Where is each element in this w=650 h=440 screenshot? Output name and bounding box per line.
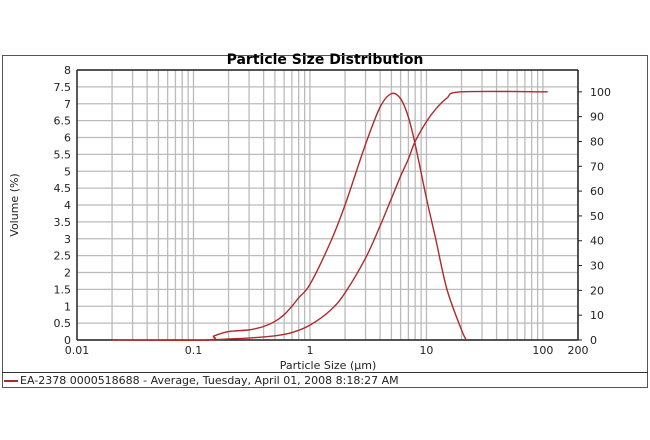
chart-title: Particle Size Distribution: [226, 52, 424, 68]
y2-tick-label: 0: [590, 334, 597, 347]
legend-label: EA-2378 0000518688 - Average, Tuesday, A…: [20, 374, 399, 387]
x-tick-label: 10: [419, 344, 433, 357]
legend: EA-2378 0000518688 - Average, Tuesday, A…: [2, 372, 648, 389]
y-tick-label: 0: [64, 334, 71, 347]
x-tick-label: 1: [306, 344, 313, 357]
y-tick-label: 3: [64, 233, 71, 246]
y-tick-label: 7.5: [54, 81, 72, 94]
y2-tick-label: 10: [590, 309, 604, 322]
y2-tick-label: 70: [590, 160, 604, 173]
y-tick-label: 5: [64, 165, 71, 178]
y-tick-label: 1.5: [54, 283, 72, 296]
y2-tick-label: 60: [590, 185, 604, 198]
y-tick-label: 3.5: [54, 216, 72, 229]
y-tick-label: 5.5: [54, 148, 72, 161]
y-tick-label: 1: [64, 300, 71, 313]
x-tick-label: 0.01: [65, 344, 90, 357]
y-tick-label: 4.5: [54, 182, 72, 195]
y-tick-label: 6.5: [54, 115, 72, 128]
y-tick-label: 8: [64, 64, 71, 77]
y-tick-label: 6: [64, 132, 71, 145]
x-tick-label: 200: [568, 344, 589, 357]
y2-tick-label: 40: [590, 235, 604, 248]
y-tick-label: 4: [64, 199, 71, 212]
y2-tick-label: 30: [590, 260, 604, 273]
y2-tick-label: 20: [590, 284, 604, 297]
y2-tick-label: 80: [590, 135, 604, 148]
y-axis-label: Volume (%): [8, 173, 21, 236]
y-tick-label: 2.5: [54, 250, 72, 263]
y2-tick-label: 90: [590, 111, 604, 124]
y-tick-label: 7: [64, 98, 71, 111]
series-cumulative-line: [206, 90, 548, 341]
y-tick-label: 0.5: [54, 317, 72, 330]
x-axis-label: Particle Size (µm): [280, 359, 377, 372]
legend-swatch: [4, 380, 18, 382]
y2-tick-label: 100: [590, 86, 611, 99]
y-tick-label: 2: [64, 267, 71, 280]
series-volume-line: [112, 92, 467, 341]
chart-frame: [2, 55, 648, 388]
x-tick-label: 0.1: [185, 344, 203, 357]
y2-tick-label: 50: [590, 210, 604, 223]
x-tick-label: 100: [532, 344, 553, 357]
